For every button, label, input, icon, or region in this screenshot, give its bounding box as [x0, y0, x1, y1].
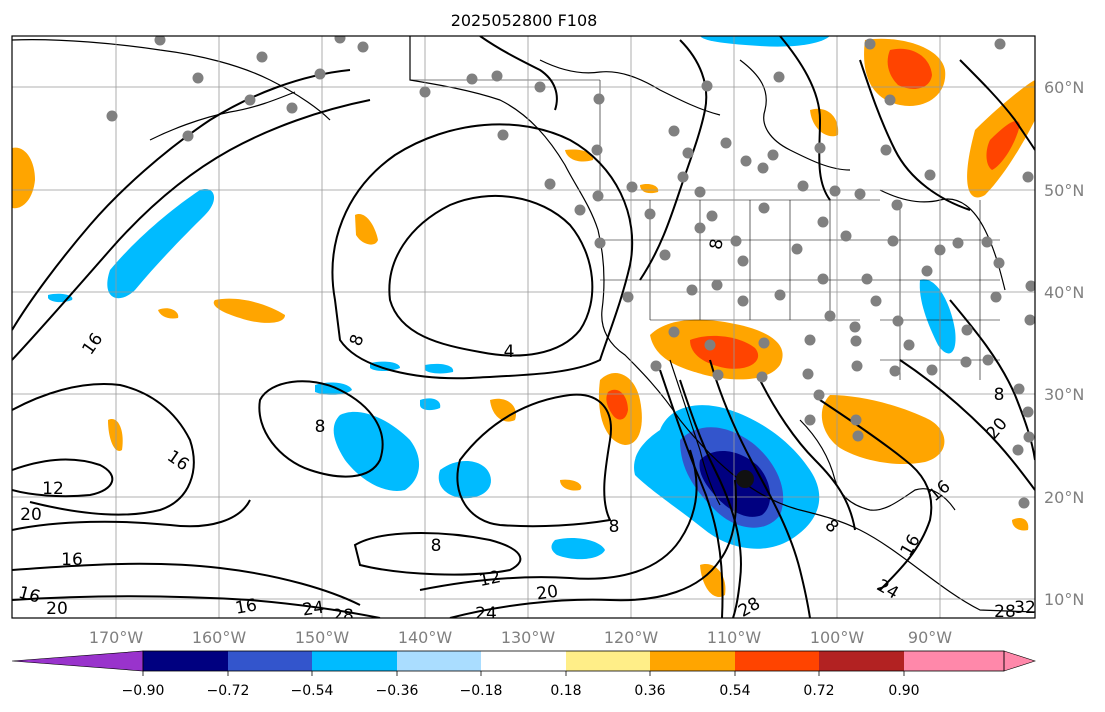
contour-label: 16	[61, 550, 83, 570]
contour-label: 24	[301, 598, 325, 621]
contour-label: 8	[706, 237, 728, 251]
colorbar-segment	[904, 651, 1004, 671]
colorbar-segment	[481, 651, 566, 671]
colorbar-segment	[735, 651, 819, 671]
colorbar-tick-label: −0.36	[376, 683, 419, 699]
lon-label: 120°W	[604, 628, 659, 647]
colorbar-tick-label: 0.54	[719, 683, 750, 699]
contour-label: 8	[431, 536, 442, 556]
colorbar-tick-label: 0.72	[803, 683, 834, 699]
contour-label: 28	[332, 606, 354, 626]
lon-label: 150°W	[295, 628, 350, 647]
lon-label: 90°W	[908, 628, 952, 647]
colorbar-frame	[142, 650, 1005, 672]
lon-label: 160°W	[192, 628, 247, 647]
lat-label: 60°N	[1044, 78, 1084, 97]
lon-label: 110°W	[707, 628, 762, 647]
colorbar-tick-label: 0.36	[634, 683, 665, 699]
contour-label: 20	[535, 582, 559, 605]
colorbar-low-extension	[11, 650, 144, 672]
contour-lines	[12, 36, 1035, 618]
coastlines	[12, 36, 1035, 613]
map-border	[11, 35, 1036, 619]
lat-label: 40°N	[1044, 283, 1084, 302]
colorbar-tick-label: −0.54	[291, 683, 334, 699]
station-markers	[106, 36, 1035, 509]
contour-label: 12	[477, 567, 502, 591]
contour-label: 8	[609, 517, 620, 537]
lat-label: 10°N	[1044, 590, 1084, 609]
lon-label: 130°W	[501, 628, 556, 647]
colorbar-segment	[819, 651, 904, 671]
colorbar-tick-label: −0.90	[122, 683, 165, 699]
lat-label: 30°N	[1044, 385, 1084, 404]
contour-label: 16	[234, 595, 259, 618]
lon-label: 100°W	[810, 628, 865, 647]
colorbar-segment	[566, 651, 650, 671]
lon-label: 140°W	[398, 628, 453, 647]
map-background	[12, 36, 1035, 618]
lat-label: 20°N	[1044, 488, 1084, 507]
colorbar-tick-label: 0.18	[550, 683, 581, 699]
contour-label: 32	[1014, 598, 1036, 618]
map-area: 4 8 8 8 8 8 12 12 16 16 16 16 16 16 20 2…	[12, 36, 1036, 626]
colorbar: −0.90 −0.72 −0.54 −0.36 −0.18 0.18 0.36 …	[11, 650, 1036, 699]
colorbar-segment	[312, 651, 397, 671]
contour-label: 8	[994, 385, 1005, 405]
gridlines	[12, 36, 1035, 618]
contour-label: 24	[475, 604, 497, 624]
contour-label: 20	[20, 505, 42, 525]
colorbar-tick-labels: −0.90 −0.72 −0.54 −0.36 −0.18 0.18 0.36 …	[122, 683, 920, 699]
storm-center-marker	[736, 470, 754, 488]
colorbar-tick-label: 0.90	[888, 683, 919, 699]
colorbar-tick-label: −0.18	[460, 683, 503, 699]
contour-label: 8	[315, 417, 326, 437]
colorbar-high-extension	[1003, 650, 1036, 672]
negative-anomaly-shading	[48, 36, 956, 560]
colorbar-ticks	[142, 671, 905, 676]
lat-label: 50°N	[1044, 181, 1084, 200]
contour-label: 12	[42, 479, 64, 499]
colorbar-tick-label: −0.72	[207, 683, 250, 699]
colorbar-segment	[143, 651, 228, 671]
contour-label: 28	[994, 602, 1016, 622]
longitude-axis: 170°W 160°W 150°W 140°W 130°W 120°W 110°…	[89, 628, 952, 647]
colorbar-segment	[650, 651, 735, 671]
lon-label: 170°W	[89, 628, 144, 647]
latitude-axis: 60°N 50°N 40°N 30°N 20°N 10°N	[1044, 78, 1084, 609]
colorbar-segment	[397, 651, 481, 671]
colorbar-segment	[228, 651, 312, 671]
map-title: 2025052800 F108	[451, 11, 598, 30]
contour-label: 4	[504, 342, 515, 362]
contour-label: 20	[46, 599, 68, 619]
